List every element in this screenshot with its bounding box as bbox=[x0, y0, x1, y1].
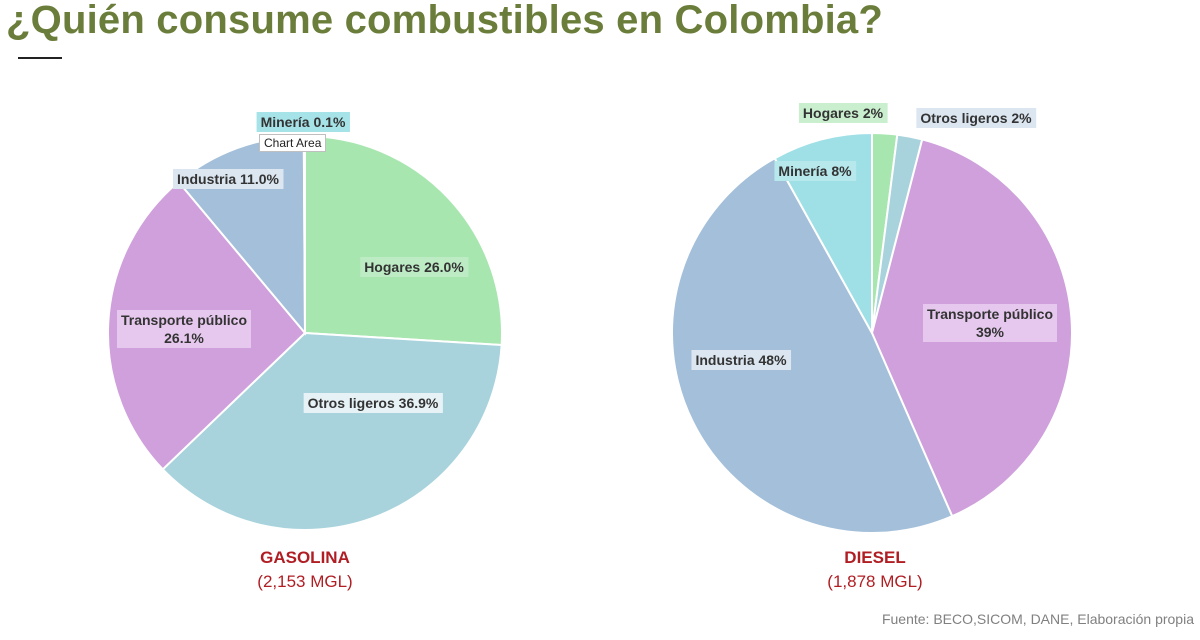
title-underline bbox=[18, 57, 62, 59]
gasolina-label-industria: Industria 11.0% bbox=[173, 169, 284, 189]
gasolina-slice-otros-ligeros[interactable] bbox=[161, 331, 503, 531]
svg-text:Otros ligeros 2%: Otros ligeros 2% bbox=[920, 110, 1032, 126]
page-title: ¿Quién consume combustibles en Colombia? bbox=[6, 0, 884, 42]
diesel-label-miner-a: Minería 8% bbox=[774, 161, 857, 181]
svg-text:Industria 48%: Industria 48% bbox=[695, 352, 787, 368]
diesel-label-hogares: Hogares 2% bbox=[798, 103, 888, 123]
diesel-subtitle: (1,878 MGL) bbox=[827, 572, 923, 591]
diesel-title: DIESEL bbox=[844, 548, 906, 567]
diesel-slice-industria[interactable] bbox=[671, 156, 954, 535]
svg-text:Minería 0.1%: Minería 0.1% bbox=[261, 114, 346, 130]
svg-text:Transporte público: Transporte público bbox=[927, 306, 1053, 322]
gasolina-slice-hogares[interactable] bbox=[304, 134, 503, 347]
diesel-label-industria: Industria 48% bbox=[691, 350, 792, 370]
svg-text:Minería 8%: Minería 8% bbox=[778, 163, 852, 179]
svg-text:Transporte público: Transporte público bbox=[121, 312, 247, 328]
diesel-slice-miner-a[interactable] bbox=[773, 131, 873, 337]
svg-text:Otros ligeros 36.9%: Otros ligeros 36.9% bbox=[308, 395, 439, 411]
svg-text:Industria 11.0%: Industria 11.0% bbox=[177, 171, 279, 187]
chart-area-tooltip: Chart Area bbox=[259, 134, 327, 152]
gasolina-label-miner-a: Minería 0.1% bbox=[256, 112, 350, 132]
gasolina-label-transporte-p-blico: Transporte público 26.1% bbox=[116, 310, 252, 348]
gasolina-subtitle: (2,153 MGL) bbox=[257, 572, 353, 591]
gasolina-slice-miner-a[interactable] bbox=[302, 134, 306, 334]
gasolina-pie-chart[interactable]: Hogares 26.0% Otros ligeros 36.9% Transpor… bbox=[106, 112, 503, 531]
diesel-pie-chart[interactable]: Hogares 2% Otros ligeros 2% Transporte púb… bbox=[671, 103, 1073, 535]
source-note: Fuente: BECO,SICOM, DANE, Elaboración pr… bbox=[881, 611, 1194, 627]
svg-text:Hogares 26.0%: Hogares 26.0% bbox=[364, 259, 464, 275]
gasolina-label-hogares: Hogares 26.0% bbox=[360, 257, 469, 277]
gasolina-label-otros-ligeros: Otros ligeros 36.9% bbox=[303, 393, 443, 413]
svg-text:Hogares 2%: Hogares 2% bbox=[803, 105, 884, 121]
diesel-label-transporte-p-blico: Transporte público 39% bbox=[922, 304, 1058, 342]
diesel-label-otros-ligeros: Otros ligeros 2% bbox=[916, 108, 1037, 128]
svg-text:39%: 39% bbox=[976, 324, 1005, 340]
gasolina-title: GASOLINA bbox=[260, 548, 350, 567]
svg-text:26.1%: 26.1% bbox=[164, 330, 204, 346]
